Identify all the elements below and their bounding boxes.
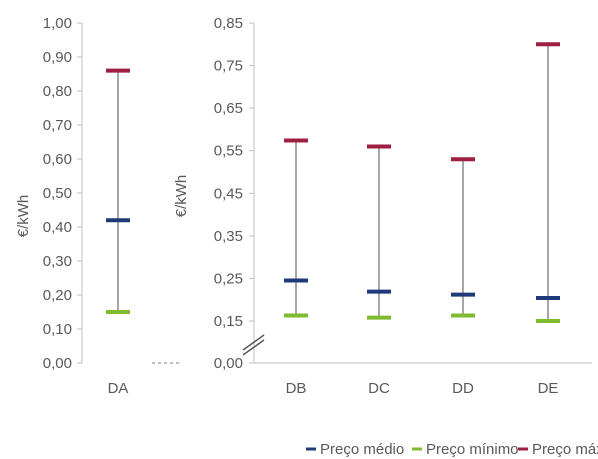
axis-break-mark	[242, 334, 265, 351]
legend-label: Preço médio	[320, 441, 404, 458]
y-tick-label: 0,80	[43, 83, 72, 100]
y-tick-label: 0,25	[214, 270, 243, 287]
chart-panel-da: 0,00 0,10 0,20 0,30 0,40 0,50 0,60 0,70 0,80 0,90…	[15, 15, 180, 397]
x-tick-label: DE	[538, 380, 559, 397]
y-tick-label: 0,65	[214, 100, 243, 117]
y-tick-label: 0,40	[43, 219, 72, 236]
x-tick-label: DB	[286, 380, 307, 397]
y-tick-label: 0,85	[214, 15, 243, 32]
y-tick-label: 0,15	[214, 313, 243, 330]
x-tick-label: DA	[108, 380, 129, 397]
x-tick-label: DD	[452, 380, 474, 397]
y-axis-title: €/kWh	[15, 195, 32, 238]
y-tick-label: 0,20	[43, 287, 72, 304]
y-tick-label: 0,75	[214, 58, 243, 75]
y-tick-label: 0,00	[43, 355, 72, 372]
y-tick-label: 0,35	[214, 228, 243, 245]
x-tick-label: DC	[368, 380, 390, 397]
legend-label: Preço máximo	[532, 441, 598, 458]
chart-legend: Preço médio Preço mínimo Preço máximo	[306, 441, 598, 458]
chart-panel-db-de: 0,00 0,15 0,25 0,35 0,45 0,55 0,65 0,75 0,85 €/kW…	[173, 15, 592, 397]
axis-break-mark	[242, 339, 265, 356]
y-tick-label: 1,00	[43, 15, 72, 32]
y-tick-label: 0,45	[214, 185, 243, 202]
y-tick-label: 0,90	[43, 49, 72, 66]
y-tick-label: 0,10	[43, 321, 72, 338]
y-tick-label: 0,00	[214, 355, 243, 372]
y-tick-label: 0,55	[214, 143, 243, 160]
y-tick-label: 0,70	[43, 117, 72, 134]
y-tick-label: 0,30	[43, 253, 72, 270]
y-tick-label: 0,60	[43, 151, 72, 168]
y-axis-title: €/kWh	[173, 175, 190, 218]
y-tick-label: 0,50	[43, 185, 72, 202]
legend-label: Preço mínimo	[426, 441, 519, 458]
